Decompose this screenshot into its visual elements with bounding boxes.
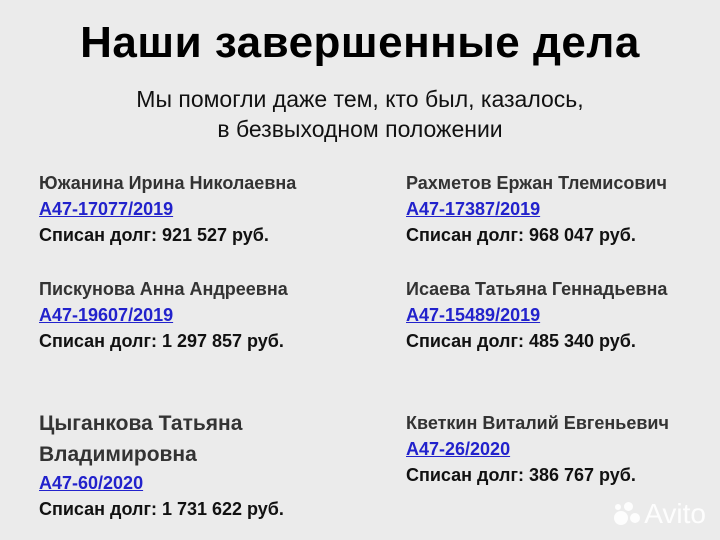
debt-amount: Списан долг: 968 047 руб. bbox=[406, 225, 636, 245]
subtitle-line: Мы помогли даже тем, кто был, казалось, bbox=[136, 86, 584, 112]
case-item: Рахметов Ержан Тлемисович А47-17387/2019… bbox=[406, 170, 667, 248]
client-name: Кветкин Виталий Евгеньевич bbox=[406, 413, 669, 433]
client-name: Пискунова Анна Андреевна bbox=[39, 279, 288, 299]
avito-text: Avito bbox=[644, 498, 706, 529]
client-name: Южанина Ирина Николаевна bbox=[39, 173, 297, 193]
debt-amount: Списан долг: 1 297 857 руб. bbox=[39, 331, 284, 351]
page-title: Наши завершенные дела bbox=[80, 18, 640, 67]
client-name: Рахметов Ержан Тлемисович bbox=[406, 173, 667, 193]
case-link[interactable]: А47-19607/2019 bbox=[39, 305, 174, 325]
debt-amount: Списан долг: 386 767 руб. bbox=[406, 465, 636, 485]
case-item: Цыганкова Татьяна Владимировна А47-60/20… bbox=[39, 408, 284, 522]
debt-amount: Списан долг: 921 527 руб. bbox=[39, 225, 269, 245]
subtitle-line: в безвыходном положении bbox=[217, 116, 503, 142]
case-link[interactable]: А47-17387/2019 bbox=[406, 199, 541, 219]
case-link[interactable]: А47-15489/2019 bbox=[406, 305, 541, 325]
case-item: Пискунова Анна Андреевна А47-19607/2019 … bbox=[39, 276, 288, 354]
debt-amount: Списан долг: 1 731 622 руб. bbox=[39, 499, 284, 519]
subtitle: Мы помогли даже тем, кто был, казалось, … bbox=[0, 84, 720, 144]
case-item: Южанина Ирина Николаевна А47-17077/2019 … bbox=[39, 170, 296, 248]
client-name: Владимировна bbox=[39, 443, 197, 466]
case-item: Кветкин Виталий Евгеньевич А47-26/2020 С… bbox=[406, 410, 669, 488]
case-link[interactable]: А47-26/2020 bbox=[406, 439, 511, 459]
client-name: Исаева Татьяна Геннадьевна bbox=[406, 279, 668, 299]
debt-amount: Списан долг: 485 340 руб. bbox=[406, 331, 636, 351]
avito-watermark: Avito bbox=[612, 498, 706, 530]
client-name: Цыганкова Татьяна bbox=[39, 412, 243, 435]
avito-dots-icon bbox=[612, 501, 642, 527]
case-item: Исаева Татьяна Геннадьевна А47-15489/201… bbox=[406, 276, 667, 354]
case-link[interactable]: А47-17077/2019 bbox=[39, 199, 174, 219]
case-link[interactable]: А47-60/2020 bbox=[39, 473, 144, 493]
